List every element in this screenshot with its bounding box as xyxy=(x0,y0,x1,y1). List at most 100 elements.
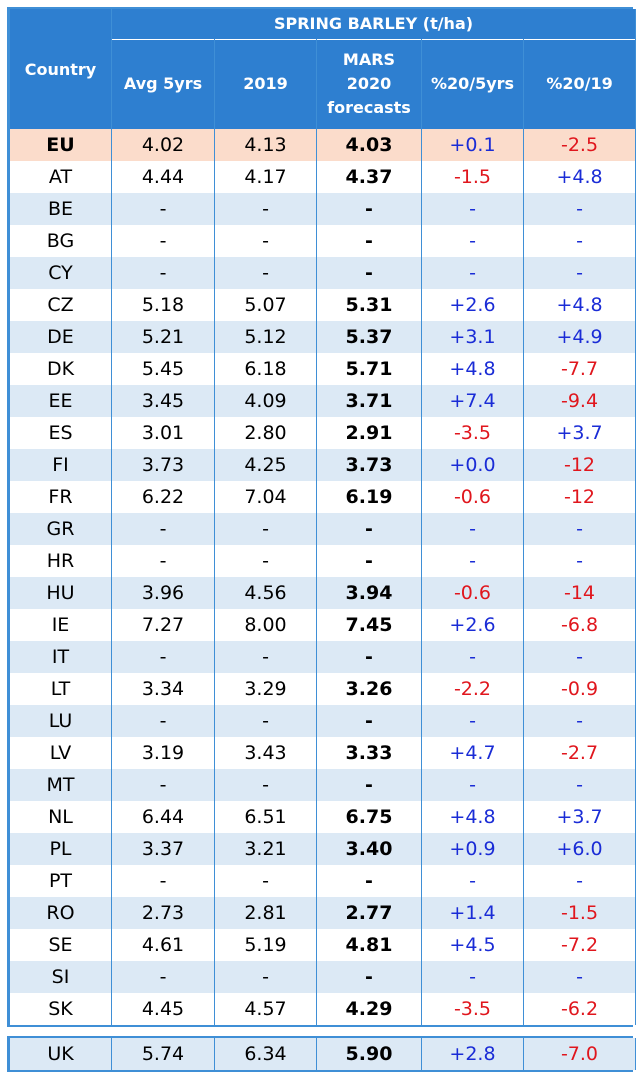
pct-change-5yrs: -1.5 xyxy=(421,161,524,193)
pct-change-5yrs: - xyxy=(421,513,524,545)
table-row-it: IT - - - - - xyxy=(9,641,637,673)
mars-forecast-value: - xyxy=(316,705,422,737)
value-2019: - xyxy=(214,705,317,737)
pct-change-2019: - xyxy=(522,193,637,225)
value-2019: 4.56 xyxy=(214,577,317,609)
mars-forecast-value: 3.26 xyxy=(316,673,422,705)
country-code: LV xyxy=(9,737,112,769)
pct-change-5yrs: -0.6 xyxy=(421,577,524,609)
value-2019: 4.09 xyxy=(214,385,317,417)
pct-change-5yrs: - xyxy=(421,641,524,673)
mars-forecast-value: - xyxy=(316,545,422,577)
value-2019: - xyxy=(214,641,317,673)
avg-5yrs-value: - xyxy=(111,769,215,801)
mars-forecast-value: - xyxy=(316,641,422,673)
value-2019: - xyxy=(214,225,317,257)
country-code: LU xyxy=(9,705,112,737)
pct-change-5yrs: +3.1 xyxy=(421,321,524,353)
mars-forecast-value: 4.29 xyxy=(316,993,422,1025)
mars-forecast-value: 5.90 xyxy=(316,1038,422,1070)
pct-change-2019: - xyxy=(522,769,637,801)
pct-change-2019: +6.0 xyxy=(522,833,637,865)
col-header-pct-5yrs: %20/5yrs xyxy=(421,39,524,129)
table-row-hu: HU 3.96 4.56 3.94 -0.6 -14 xyxy=(9,577,637,609)
country-code: PL xyxy=(9,833,112,865)
table-row-de: DE 5.21 5.12 5.37 +3.1 +4.9 xyxy=(9,321,637,353)
mars-forecast-value: 3.73 xyxy=(316,449,422,481)
country-code: MT xyxy=(9,769,112,801)
value-2019: - xyxy=(214,545,317,577)
mars-forecast-value: 5.31 xyxy=(316,289,422,321)
mars-forecast-value: 4.03 xyxy=(316,129,422,161)
avg-5yrs-value: - xyxy=(111,865,215,897)
table-row-nl: NL 6.44 6.51 6.75 +4.8 +3.7 xyxy=(9,801,637,833)
pct-change-5yrs: -3.5 xyxy=(421,993,524,1025)
avg-5yrs-value: 3.73 xyxy=(111,449,215,481)
pct-change-5yrs: +2.8 xyxy=(421,1038,524,1070)
mars-forecast-value: 2.91 xyxy=(316,417,422,449)
mars-forecast-value: 7.45 xyxy=(316,609,422,641)
pct-change-2019: - xyxy=(522,641,637,673)
avg-5yrs-value: - xyxy=(111,257,215,289)
value-2019: 3.43 xyxy=(214,737,317,769)
pct-change-5yrs: +2.6 xyxy=(421,289,524,321)
value-2019: 6.18 xyxy=(214,353,317,385)
country-code: SE xyxy=(9,929,112,961)
mars-forecast-value: 5.71 xyxy=(316,353,422,385)
pct-change-2019: -1.5 xyxy=(522,897,637,929)
country-code: LT xyxy=(9,673,112,705)
country-code: RO xyxy=(9,897,112,929)
value-2019: 4.13 xyxy=(214,129,317,161)
country-code: CY xyxy=(9,257,112,289)
country-code: NL xyxy=(9,801,112,833)
avg-5yrs-value: 4.61 xyxy=(111,929,215,961)
table-row-sk: SK 4.45 4.57 4.29 -3.5 -6.2 xyxy=(9,993,637,1025)
value-2019: 2.80 xyxy=(214,417,317,449)
country-code: ES xyxy=(9,417,112,449)
country-code: SI xyxy=(9,961,112,993)
table-row-es: ES 3.01 2.80 2.91 -3.5 +3.7 xyxy=(9,417,637,449)
pct-change-2019: +3.7 xyxy=(522,801,637,833)
table-title: SPRING BARLEY (t/ha) xyxy=(110,9,637,39)
value-2019: 5.07 xyxy=(214,289,317,321)
table-row-be: BE - - - - - xyxy=(9,193,637,225)
value-2019: 5.19 xyxy=(214,929,317,961)
table-row-cy: CY - - - - - xyxy=(9,257,637,289)
country-code: HU xyxy=(9,577,112,609)
mars-forecast-value: 2.77 xyxy=(316,897,422,929)
value-2019: 3.29 xyxy=(214,673,317,705)
avg-5yrs-value: 5.18 xyxy=(111,289,215,321)
pct-change-5yrs: +4.7 xyxy=(421,737,524,769)
mars-forecast-value: 3.71 xyxy=(316,385,422,417)
country-code: UK xyxy=(9,1038,112,1070)
pct-change-5yrs: - xyxy=(421,225,524,257)
value-2019: - xyxy=(214,193,317,225)
table-row-pt: PT - - - - - xyxy=(9,865,637,897)
pct-change-5yrs: +0.1 xyxy=(421,129,524,161)
pct-change-2019: -12 xyxy=(522,449,637,481)
mars-forecast-value: 5.37 xyxy=(316,321,422,353)
avg-5yrs-value: - xyxy=(111,705,215,737)
country-code: GR xyxy=(9,513,112,545)
value-2019: 4.17 xyxy=(214,161,317,193)
pct-change-5yrs: - xyxy=(421,961,524,993)
pct-change-2019: -2.5 xyxy=(522,129,637,161)
mars-forecast-value: - xyxy=(316,225,422,257)
country-code: CZ xyxy=(9,289,112,321)
mars-forecast-value: - xyxy=(316,513,422,545)
avg-5yrs-value: 5.45 xyxy=(111,353,215,385)
mars-forecast-value: 4.37 xyxy=(316,161,422,193)
table-row-bg: BG - - - - - xyxy=(9,225,637,257)
value-2019: - xyxy=(214,513,317,545)
pct-change-5yrs: +4.5 xyxy=(421,929,524,961)
col-header-mars-line2: 2020 xyxy=(346,74,392,94)
col-header-mars-line1: MARS xyxy=(342,50,396,70)
table-row-ie: IE 7.27 8.00 7.45 +2.6 -6.8 xyxy=(9,609,637,641)
table-row-gr: GR - - - - - xyxy=(9,513,637,545)
pct-change-2019: - xyxy=(522,545,637,577)
table-row-hr: HR - - - - - xyxy=(9,545,637,577)
country-code: PT xyxy=(9,865,112,897)
country-code: EE xyxy=(9,385,112,417)
table-row-fi: FI 3.73 4.25 3.73 +0.0 -12 xyxy=(9,449,637,481)
avg-5yrs-value: 3.37 xyxy=(111,833,215,865)
